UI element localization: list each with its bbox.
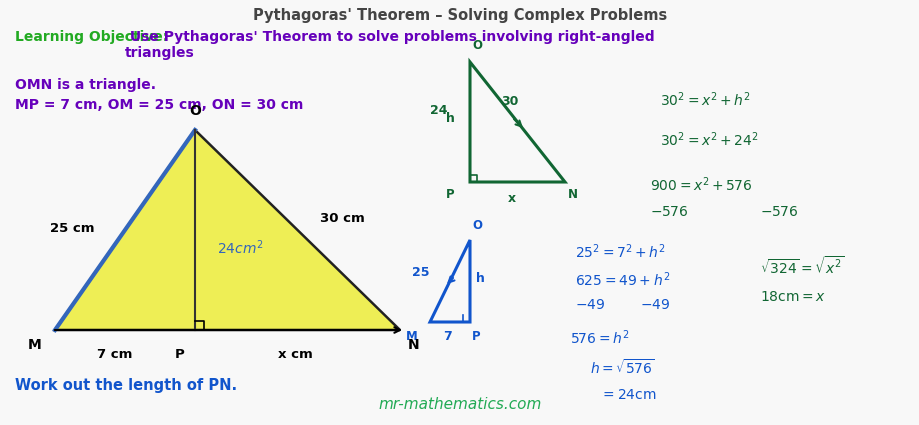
Text: M: M — [406, 330, 417, 343]
Text: M: M — [28, 338, 42, 352]
Text: $18\mathrm{cm} = x$: $18\mathrm{cm} = x$ — [759, 290, 825, 304]
Polygon shape — [55, 130, 400, 330]
Text: 7: 7 — [443, 330, 452, 343]
Text: $h = \sqrt{576}$: $h = \sqrt{576}$ — [589, 358, 653, 377]
Text: 25: 25 — [412, 266, 429, 278]
Text: P: P — [175, 348, 185, 361]
Text: $576 = h^2$: $576 = h^2$ — [570, 328, 629, 347]
Text: $-49$: $-49$ — [640, 298, 670, 312]
Text: P: P — [446, 188, 455, 201]
Text: MP = 7 cm, OM = 25 cm, ON = 30 cm: MP = 7 cm, OM = 25 cm, ON = 30 cm — [15, 98, 303, 112]
Text: $-576$: $-576$ — [759, 205, 798, 219]
Text: 30: 30 — [501, 95, 518, 108]
Text: mr-mathematics.com: mr-mathematics.com — [378, 397, 541, 412]
Text: 7 cm: 7 cm — [97, 348, 132, 361]
Text: Learning Objective:: Learning Objective: — [15, 30, 168, 44]
Text: x cm: x cm — [278, 348, 312, 361]
Text: x: x — [507, 192, 516, 205]
Text: $24cm^2$: $24cm^2$ — [217, 239, 263, 257]
Text: h: h — [475, 272, 484, 284]
Text: $\sqrt{324} = \sqrt{x^2}$: $\sqrt{324} = \sqrt{x^2}$ — [759, 255, 844, 277]
Text: $625 = 49 + h^2$: $625 = 49 + h^2$ — [574, 270, 670, 289]
Text: O: O — [471, 219, 482, 232]
Text: Use Pythagoras' Theorem to solve problems involving right-angled
triangles: Use Pythagoras' Theorem to solve problem… — [125, 30, 654, 60]
Text: O: O — [189, 104, 200, 118]
Text: $25^2 = 7^2 + h^2$: $25^2 = 7^2 + h^2$ — [574, 242, 665, 261]
Text: 30 cm: 30 cm — [320, 212, 364, 224]
Polygon shape — [55, 130, 195, 330]
Text: N: N — [407, 338, 419, 352]
Text: $900 = x^2 + 576$: $900 = x^2 + 576$ — [650, 175, 752, 194]
Text: OMN is a triangle.: OMN is a triangle. — [15, 78, 156, 92]
Text: 24: 24 — [430, 104, 448, 116]
Text: $30^2 = x^2 + 24^2$: $30^2 = x^2 + 24^2$ — [659, 130, 758, 149]
Text: h: h — [446, 111, 455, 125]
Text: P: P — [471, 330, 480, 343]
Text: Pythagoras' Theorem – Solving Complex Problems: Pythagoras' Theorem – Solving Complex Pr… — [253, 8, 666, 23]
Text: $= 24\mathrm{cm}$: $= 24\mathrm{cm}$ — [599, 388, 656, 402]
Text: O: O — [471, 39, 482, 52]
Text: $-576$: $-576$ — [650, 205, 687, 219]
Text: $30^2 = x^2 + h^2$: $30^2 = x^2 + h^2$ — [659, 90, 750, 109]
Text: $-49$: $-49$ — [574, 298, 605, 312]
Text: 25 cm: 25 cm — [51, 221, 95, 235]
Text: Work out the length of PN.: Work out the length of PN. — [15, 378, 237, 393]
Text: N: N — [567, 188, 577, 201]
